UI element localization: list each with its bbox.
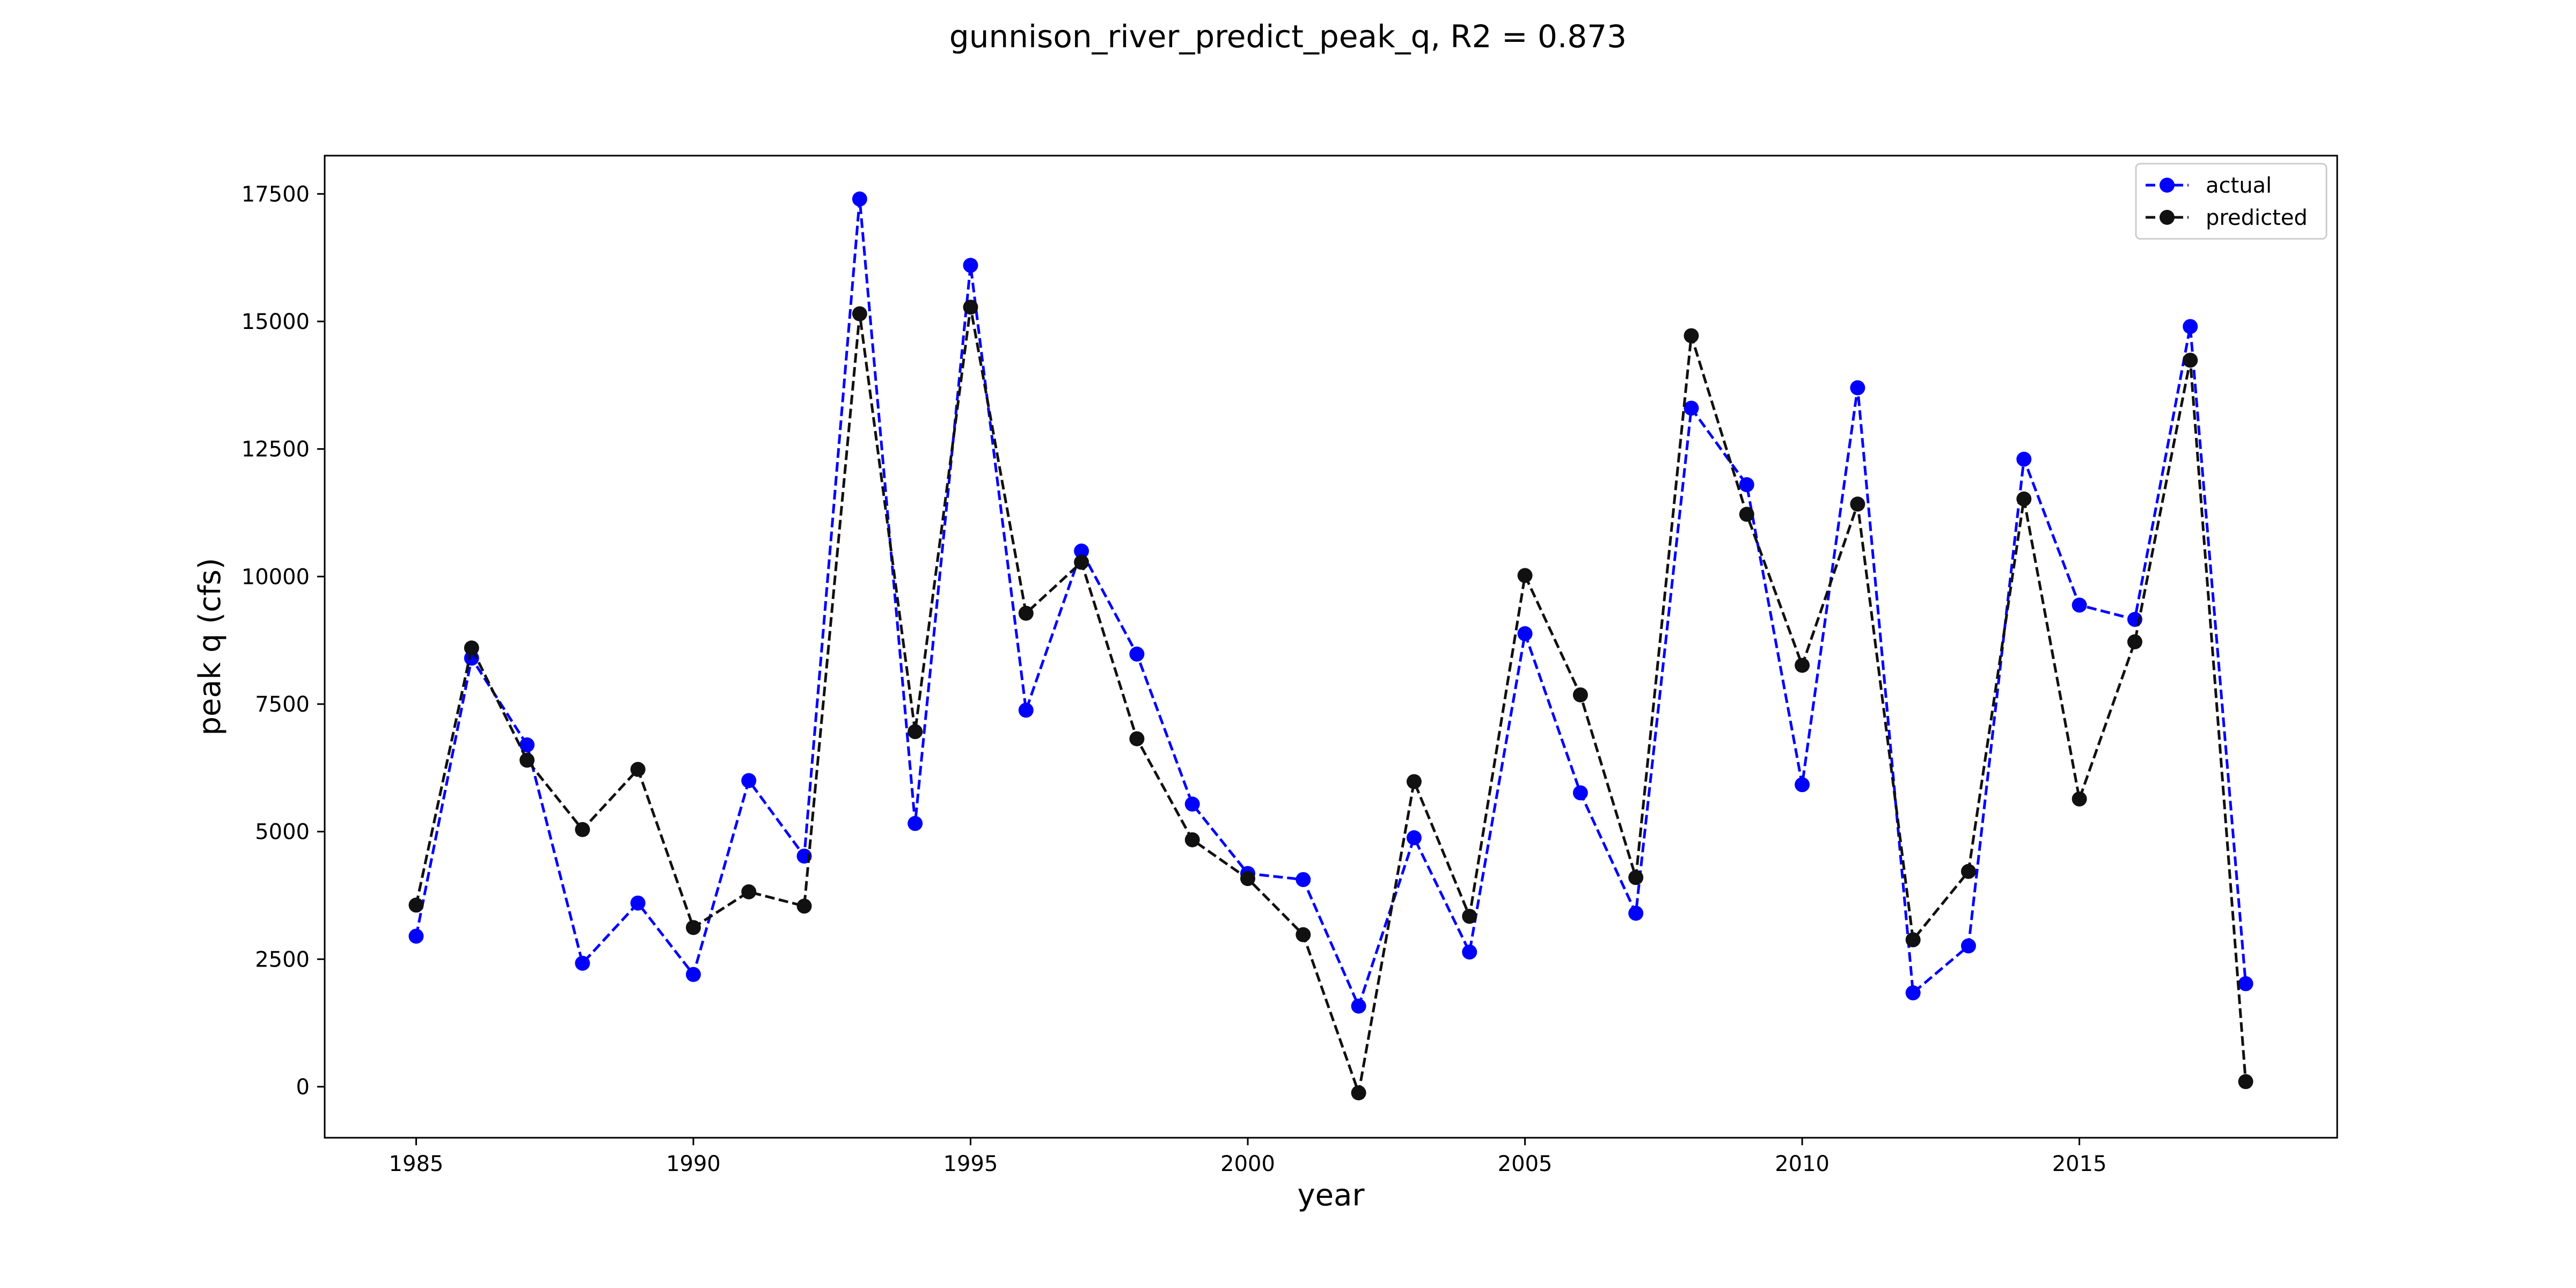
x-axis: 1985 1990 1995 2000 2005 2010 2015: [389, 1138, 2107, 1176]
x-tick-label: 2010: [1775, 1152, 1829, 1176]
data-point-actual: [2016, 451, 2032, 467]
series-line-actual: [415, 199, 2247, 1010]
data-point-predicted: [908, 724, 923, 740]
data-point-actual: [1296, 872, 1311, 887]
data-point-actual: [1572, 785, 1588, 801]
y-tick-label: 0: [296, 1075, 310, 1100]
data-point-actual: [1739, 477, 1754, 493]
data-point-predicted: [1018, 605, 1034, 621]
y-tick-label: 2500: [255, 947, 310, 972]
x-tick-label: 2000: [1220, 1152, 1275, 1176]
data-point-predicted: [1850, 496, 1865, 512]
data-point-predicted: [2016, 491, 2032, 507]
data-point-actual: [741, 773, 757, 788]
data-point-actual: [685, 967, 701, 982]
chart-title: gunnison_river_predict_peak_q, R2 = 0.87…: [949, 18, 1627, 55]
x-tick-label: 1990: [666, 1152, 721, 1176]
data-point-actual: [519, 737, 535, 752]
data-point-actual: [1517, 626, 1533, 641]
data-point-actual: [2238, 976, 2253, 991]
y-tick-label: 17500: [241, 182, 310, 207]
data-point-predicted: [519, 752, 535, 768]
data-point-predicted: [464, 640, 479, 656]
data-point-actual: [1850, 380, 1865, 396]
data-point-predicted: [1296, 927, 1311, 942]
data-point-predicted: [408, 897, 424, 913]
data-point-actual: [408, 928, 424, 944]
y-axis: 0 2500 5000 7500 10000 12500 15000 17500: [241, 182, 325, 1100]
data-point-predicted: [796, 898, 812, 914]
data-point-actual: [1074, 543, 1089, 559]
data-point-actual: [1406, 830, 1422, 846]
data-point-predicted: [1184, 832, 1200, 847]
data-point-predicted: [1517, 568, 1533, 583]
x-tick-label: 1995: [943, 1152, 998, 1176]
data-point-actual: [1684, 400, 1699, 416]
data-point-actual: [2183, 319, 2198, 334]
data-point-predicted: [1240, 871, 1256, 887]
legend: actual predicted: [2135, 163, 2328, 240]
data-point-predicted: [1905, 932, 1921, 948]
data-point-actual: [1462, 944, 1477, 960]
data-point-predicted: [1129, 731, 1145, 747]
series-predicted: [408, 299, 2253, 1101]
data-point-predicted: [1462, 909, 1477, 924]
data-point-predicted: [1684, 328, 1699, 343]
data-point-actual: [963, 258, 978, 273]
data-point-actual: [575, 955, 590, 971]
data-point-predicted: [630, 762, 646, 777]
legend-box: [2135, 163, 2328, 240]
data-point-predicted: [1739, 507, 1754, 522]
x-tick-label: 2005: [1498, 1152, 1553, 1176]
plot-frame: [324, 155, 2338, 1139]
data-point-predicted: [1795, 657, 1810, 673]
x-axis-label: year: [1298, 1178, 1365, 1213]
data-point-predicted: [685, 920, 701, 935]
y-tick-label: 7500: [255, 692, 310, 717]
x-tick-label: 1985: [389, 1152, 444, 1176]
data-point-predicted: [2183, 353, 2198, 368]
data-point-actual: [1018, 702, 1034, 718]
data-point-predicted: [1351, 1085, 1366, 1101]
data-point-actual: [1628, 905, 1644, 921]
data-point-actual: [1905, 985, 1921, 1001]
data-point-predicted: [741, 884, 757, 899]
x-tick-label: 2015: [2052, 1152, 2107, 1176]
data-point-predicted: [575, 822, 590, 837]
legend-marker-actual: [2160, 178, 2175, 193]
data-point-predicted: [2238, 1074, 2253, 1089]
data-point-predicted: [2127, 634, 2142, 649]
legend-label-predicted: predicted: [2206, 206, 2308, 230]
y-tick-label: 15000: [241, 310, 310, 334]
data-point-actual: [1129, 646, 1145, 662]
legend-marker-predicted: [2160, 210, 2175, 225]
data-point-actual: [2072, 597, 2087, 613]
data-point-actual: [852, 191, 867, 207]
data-point-predicted: [1628, 870, 1644, 885]
y-axis-label: peak q (cfs): [193, 558, 228, 735]
data-point-predicted: [1961, 863, 1977, 879]
y-tick-label: 10000: [241, 565, 310, 589]
data-point-actual: [1795, 777, 1810, 793]
data-point-predicted: [1572, 687, 1588, 702]
data-point-actual: [1961, 938, 1977, 954]
series-line-predicted: [415, 306, 2247, 1099]
data-point-predicted: [852, 306, 867, 321]
data-point-predicted: [1074, 554, 1089, 570]
y-tick-label: 12500: [241, 437, 310, 462]
data-point-actual: [908, 816, 923, 831]
y-tick-label: 5000: [255, 820, 310, 845]
series-actual: [408, 191, 2253, 1014]
data-point-actual: [630, 895, 646, 911]
data-point-predicted: [2072, 791, 2087, 807]
data-point-predicted: [1406, 774, 1422, 789]
data-point-predicted: [963, 299, 978, 315]
data-point-actual: [1351, 998, 1366, 1014]
legend-label-actual: actual: [2206, 173, 2272, 198]
data-point-actual: [1184, 796, 1200, 812]
series-layer: [408, 191, 2253, 1101]
